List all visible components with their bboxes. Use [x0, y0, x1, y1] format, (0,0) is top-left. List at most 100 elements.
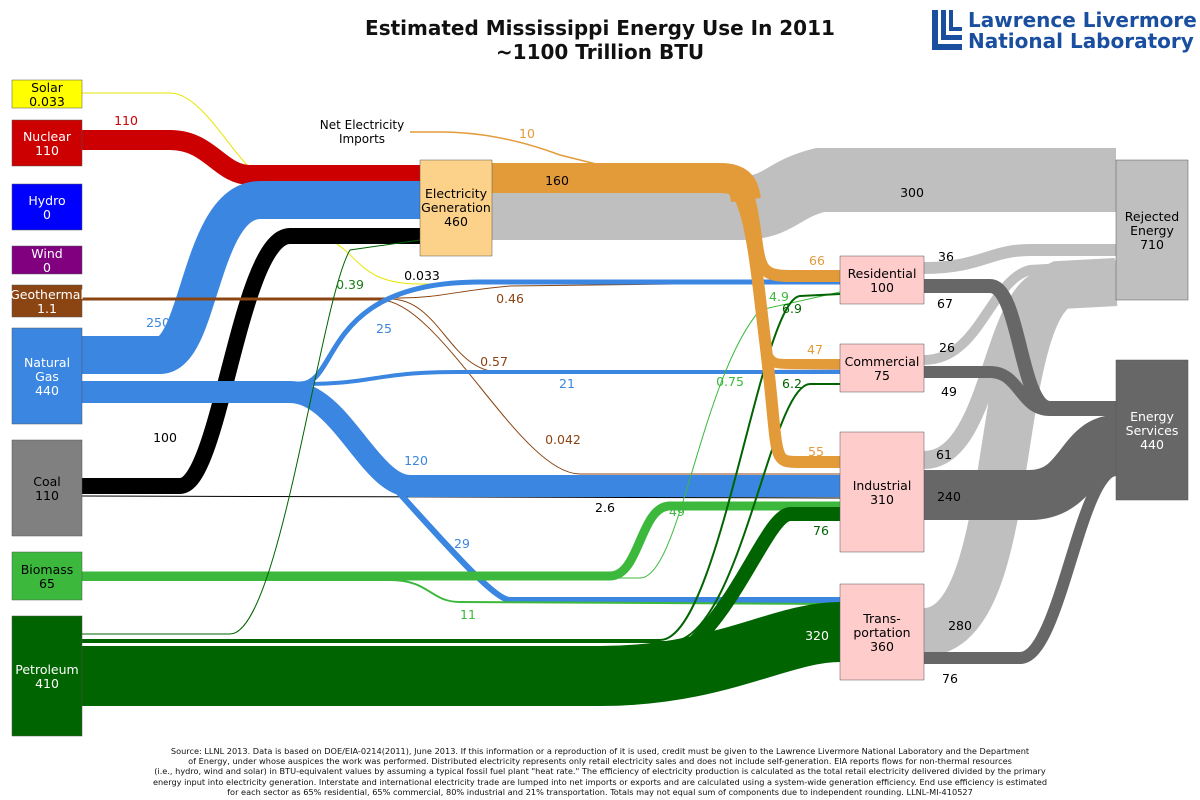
flow-label-solar-to-residential: 0.033 [404, 268, 440, 283]
flow-label-residential-to-energy-services: 67 [937, 296, 953, 311]
flow-label-electricity-generation-to-industrial: 55 [808, 444, 824, 459]
flow-industrial-to-energy-services [924, 415, 1120, 520]
source-value: 440 [35, 383, 59, 398]
flow-commercial-to-energy-services [924, 366, 1116, 416]
flow-natural-gas-to-residential [82, 279, 840, 387]
flow-label-transportation-to-energy-services: 76 [942, 671, 958, 686]
logo-line-1: Lawrence Livermore [968, 8, 1197, 32]
source-value: 110 [35, 143, 59, 158]
source-box [11, 119, 83, 167]
flow-label-biomass-to-transportation: 11 [460, 607, 476, 622]
net-imports-label: Net Electricity [320, 118, 405, 132]
flow-label-petroleum-to-transportation: 320 [805, 628, 829, 643]
flow-transportation-to-rejected-energy [920, 258, 1118, 656]
flow-solar-to-electricity-generation [82, 92, 420, 169]
flow-label-geothermal-to-commercial: 0.57 [480, 354, 508, 369]
sector-value: 310 [870, 492, 894, 507]
sink-name: Energy [1130, 223, 1174, 238]
flow-natural-gas-to-commercial [82, 370, 840, 386]
sector-value: 75 [874, 368, 890, 383]
flow-label-petroleum-to-industrial: 76 [813, 523, 829, 538]
flow-label-petroleum-to-electricity-generation: 0.39 [336, 277, 364, 292]
sink-value: 440 [1140, 437, 1164, 452]
flow-label-natural-gas-to-industrial: 120 [404, 453, 428, 468]
llnl-logo-mark [932, 10, 962, 50]
flow-label-biomass-to-residential: 4.9 [769, 289, 789, 304]
flow-label-commercial-to-rejected-energy: 26 [939, 340, 955, 355]
flow-label-electricity-generation-to-residential: 66 [809, 253, 825, 268]
node-name: Generation [421, 200, 491, 215]
source-line: energy input into electricity generation… [152, 776, 1048, 787]
source-box [11, 183, 83, 231]
flow-label-petroleum-to-commercial: 6.2 [782, 376, 802, 391]
flow-label-biomass-to-commercial: 0.75 [716, 374, 744, 389]
sector-name: Industrial [853, 478, 912, 493]
flow-label-natural-gas-to-residential: 25 [376, 321, 392, 336]
flow-label-commercial-to-energy-services: 49 [941, 384, 957, 399]
source-box [11, 245, 83, 275]
sector-name: Residential [848, 266, 917, 281]
flow-residential-to-rejected-energy [923, 244, 1116, 274]
flow-geothermal-to-residential [82, 281, 841, 299]
source-value: 1.1 [37, 301, 57, 316]
flow-label-nuclear-to-electricity-generation: 110 [114, 113, 138, 128]
flow-coal-to-electricity-generation [82, 228, 420, 494]
flow-petroleum-to-electricity-generation [82, 239, 421, 635]
node-name: Electricity [425, 186, 488, 201]
sector-name: Commercial [845, 354, 920, 369]
flow-label-geothermal-to-residential: 0.46 [496, 291, 524, 306]
source-name: Biomass [21, 562, 74, 577]
source-name: Hydro [28, 193, 65, 208]
flow-label-residential-to-rejected-energy: 36 [938, 249, 954, 264]
sector-name: portation [853, 625, 910, 640]
flow-net-electricity-imports-to-electricity-generation [410, 131, 601, 166]
source-value: 110 [35, 488, 59, 503]
flow-biomass-to-industrial [82, 501, 840, 581]
source-box [11, 327, 83, 425]
flow-label-geothermal-to-industrial: 0.042 [545, 432, 581, 447]
source-box [11, 439, 83, 537]
flow-natural-gas-to-transportation [82, 393, 840, 603]
flow-label-net-electricity-imports-to-electricity-generation: 10 [519, 126, 535, 141]
flow-label-industrial-to-rejected-energy: 61 [936, 447, 952, 462]
source-box [11, 79, 83, 109]
source-value: 410 [35, 676, 59, 691]
source-line: (i.e., hydro, wind and solar) in BTU-equ… [154, 766, 1046, 777]
source-value: 0 [43, 260, 51, 275]
source-value: 0 [43, 207, 51, 222]
sector-value: 100 [870, 280, 894, 295]
net-imports-label: Imports [339, 132, 385, 146]
flow-commercial-to-rejected-energy [923, 260, 1117, 365]
page-subtitle: ~1100 Trillion BTU [495, 40, 705, 64]
flow-nuclear-to-electricity-generation [82, 130, 420, 185]
llnl-logo: Lawrence Livermore National Laboratory [932, 10, 1197, 54]
source-name: Gas [35, 369, 59, 384]
sink-name: Rejected [1125, 209, 1179, 224]
source-name: Natural [24, 355, 70, 370]
flow-label-coal-to-electricity-generation: 100 [153, 430, 177, 445]
flow-label-biomass-to-industrial: 49 [669, 504, 685, 519]
flow-petroleum-to-commercial [82, 383, 840, 643]
flow-label-petroleum-to-residential: 6.9 [782, 301, 802, 316]
source-name: Geothermal [10, 287, 84, 302]
flow-natural-gas-to-industrial [82, 381, 840, 497]
flow-label-natural-gas-to-electricity-generation: 250 [146, 315, 170, 330]
source-box [11, 284, 83, 318]
source-name: Petroleum [15, 662, 78, 677]
source-name: Solar [31, 80, 64, 95]
source-name: Coal [33, 474, 61, 489]
energy-flow-diagram: Solar0.033Nuclear110Hydro0Wind0Geotherma… [10, 79, 1189, 737]
source-box [11, 551, 83, 601]
source-value: 0.033 [29, 94, 65, 109]
